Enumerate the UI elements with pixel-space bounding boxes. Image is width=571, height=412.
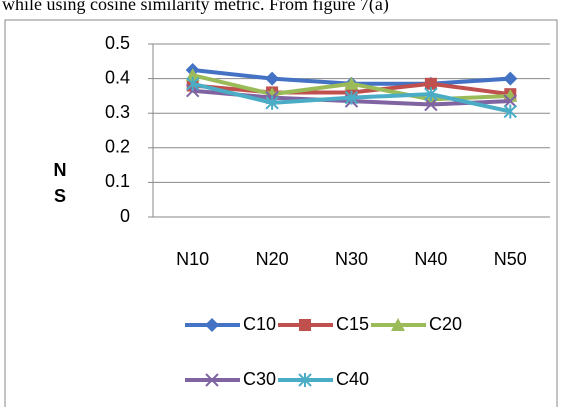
text-above: while using cosine similarity metric. Fr… [2, 0, 389, 15]
marker [503, 71, 518, 86]
marker [503, 94, 518, 108]
y-tick-label: 0.1 [105, 171, 130, 191]
legend-label: C40 [336, 369, 369, 389]
marker [298, 373, 312, 387]
legend-label: C30 [243, 369, 276, 389]
y-label: S [54, 186, 66, 206]
legend-label: C15 [336, 314, 369, 334]
y-label: N [54, 160, 67, 180]
marker [185, 68, 200, 82]
marker [424, 77, 437, 90]
marker [391, 318, 405, 331]
marker [265, 95, 279, 110]
marker [344, 90, 359, 105]
marker [185, 76, 200, 91]
x-tick-label: N40 [414, 249, 447, 269]
marker [503, 104, 518, 119]
marker [299, 319, 311, 331]
legend-label: C20 [429, 314, 462, 334]
y-tick-label: 0.2 [105, 137, 130, 157]
marker [205, 318, 219, 332]
x-tick-label: N10 [176, 249, 209, 269]
y-tick-label: 0 [120, 206, 130, 226]
legend-label: C10 [243, 314, 276, 334]
x-tick-label: N30 [335, 249, 368, 269]
marker [344, 76, 359, 90]
y-tick-label: 0.4 [105, 67, 130, 87]
x-tick-label: N50 [494, 249, 527, 269]
y-tick-label: 0.3 [105, 102, 130, 122]
marker [205, 373, 219, 387]
x-tick-label: N20 [256, 249, 289, 269]
marker [424, 97, 438, 112]
marker [424, 87, 438, 102]
marker [265, 71, 280, 86]
y-tick-label: 0.5 [105, 33, 130, 53]
